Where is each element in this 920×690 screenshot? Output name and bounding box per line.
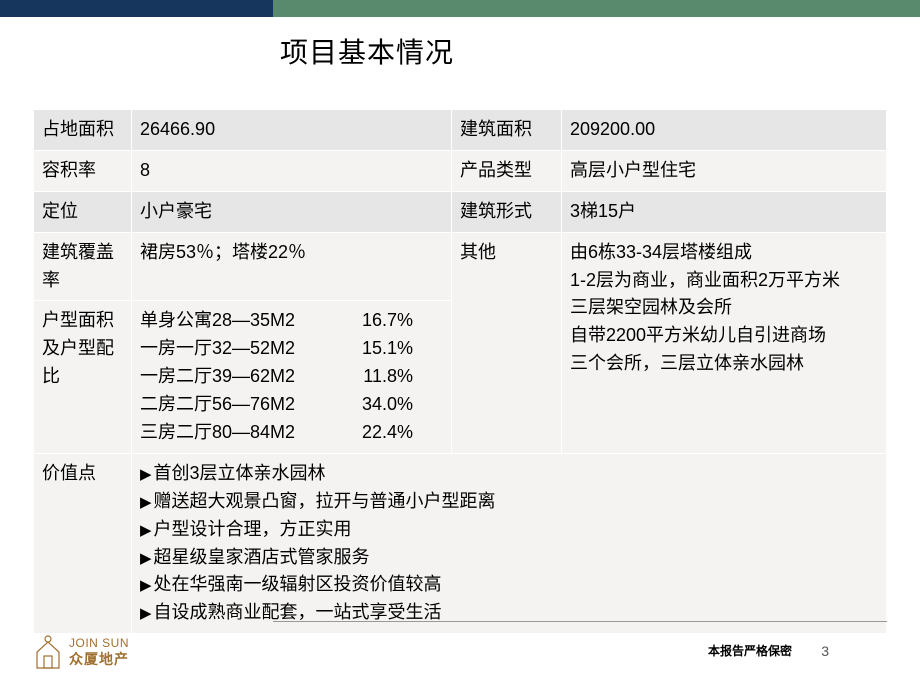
value-points-cell: 首创3层立体亲水园林赠送超大观景凸窗，拉开与普通小户型距离户型设计合理，方正实用… xyxy=(132,453,887,633)
value-cell: 小户豪宅 xyxy=(132,191,452,232)
table-row: 建筑覆盖率 裙房53％；塔楼22％ 其他 由6栋33-34层塔楼组成1-2层为商… xyxy=(34,232,887,301)
page-number: 3 xyxy=(821,643,829,659)
unit-type-row: 一房二厅39—62M2 11.8% xyxy=(140,363,443,391)
logo-english: JOIN SUN xyxy=(69,637,129,651)
unit-name: 二房二厅56—76M2 xyxy=(140,391,295,419)
footer-divider xyxy=(273,621,887,622)
other-line: 自带2200平方米幼儿自引进商场 xyxy=(570,322,878,350)
unit-name: 一房二厅39—62M2 xyxy=(140,363,295,391)
top-bar xyxy=(0,0,920,17)
company-logo: JOIN SUN 众厦地产 xyxy=(33,634,129,670)
value-cell: 26466.90 xyxy=(132,110,452,151)
other-line: 三层架空园林及会所 xyxy=(570,294,878,322)
value-point: 首创3层立体亲水园林 xyxy=(140,460,878,488)
unit-name: 三房二厅80—84M2 xyxy=(140,419,295,447)
unit-type-row: 三房二厅80—84M2 22.4% xyxy=(140,419,443,447)
value-cell: 裙房53％；塔楼22％ xyxy=(132,232,452,301)
info-table: 占地面积 26466.90 建筑面积 209200.00 容积率 8 产品类型 … xyxy=(33,109,887,634)
unit-types-cell: 单身公寓28—35M216.7%一房一厅32—52M215.1%一房二厅39—6… xyxy=(132,301,452,453)
label-cell: 占地面积 xyxy=(34,110,132,151)
top-bar-left xyxy=(0,0,273,17)
value-cell: 由6栋33-34层塔楼组成1-2层为商业，商业面积2万平方米三层架空园林及会所自… xyxy=(562,232,887,453)
table-row: 容积率 8 产品类型 高层小户型住宅 xyxy=(34,150,887,191)
logo-chinese: 众厦地产 xyxy=(69,651,129,667)
other-line: 三个会所，三层立体亲水园林 xyxy=(570,350,878,378)
unit-name: 单身公寓28—35M2 xyxy=(140,307,295,335)
value-cell: 8 xyxy=(132,150,452,191)
value-point: 处在华强南一级辐射区投资价值较高 xyxy=(140,571,878,599)
slide-title: 项目基本情况 xyxy=(280,31,920,71)
top-bar-right xyxy=(273,0,920,17)
unit-type-row: 单身公寓28—35M2 16.7% xyxy=(140,307,443,335)
other-line: 1-2层为商业，商业面积2万平方米 xyxy=(570,267,878,295)
value-cell: 209200.00 xyxy=(562,110,887,151)
unit-percent: 22.4% xyxy=(362,419,413,447)
logo-icon xyxy=(33,634,63,670)
other-line: 由6栋33-34层塔楼组成 xyxy=(570,239,878,267)
value-cell: 3梯15户 xyxy=(562,191,887,232)
label-cell: 户型面积及户型配比 xyxy=(34,301,132,453)
confidential-label: 本报告严格保密 xyxy=(708,642,792,659)
value-point: 户型设计合理，方正实用 xyxy=(140,516,878,544)
table-row: 价值点 首创3层立体亲水园林赠送超大观景凸窗，拉开与普通小户型距离户型设计合理，… xyxy=(34,453,887,633)
label-cell: 价值点 xyxy=(34,453,132,633)
unit-type-row: 一房一厅32—52M2 15.1% xyxy=(140,335,443,363)
unit-percent: 11.8% xyxy=(363,363,413,391)
label-cell: 其他 xyxy=(452,232,562,453)
footer: JOIN SUN 众厦地产 本报告严格保密 3 xyxy=(33,631,887,673)
unit-percent: 34.0% xyxy=(362,391,413,419)
unit-percent: 16.7% xyxy=(362,307,413,335)
logo-text: JOIN SUN 众厦地产 xyxy=(69,637,129,667)
table-row: 占地面积 26466.90 建筑面积 209200.00 xyxy=(34,110,887,151)
value-point: 超星级皇家酒店式管家服务 xyxy=(140,544,878,572)
label-cell: 建筑覆盖率 xyxy=(34,232,132,301)
label-cell: 产品类型 xyxy=(452,150,562,191)
label-cell: 容积率 xyxy=(34,150,132,191)
label-cell: 建筑形式 xyxy=(452,191,562,232)
label-cell: 建筑面积 xyxy=(452,110,562,151)
unit-name: 一房一厅32—52M2 xyxy=(140,335,295,363)
unit-type-row: 二房二厅56—76M2 34.0% xyxy=(140,391,443,419)
value-cell: 高层小户型住宅 xyxy=(562,150,887,191)
table-row: 定位 小户豪宅 建筑形式 3梯15户 xyxy=(34,191,887,232)
unit-percent: 15.1% xyxy=(362,335,413,363)
value-point: 自设成熟商业配套，一站式享受生活 xyxy=(140,599,878,627)
label-cell: 定位 xyxy=(34,191,132,232)
value-point: 赠送超大观景凸窗，拉开与普通小户型距离 xyxy=(140,488,878,516)
